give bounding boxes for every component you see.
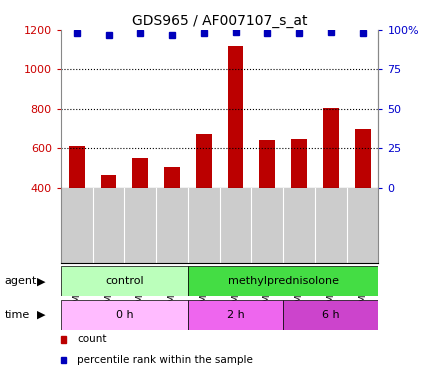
Text: percentile rank within the sample: percentile rank within the sample [77,355,253,364]
Bar [187,300,283,330]
Title: GDS965 / AF007107_s_at: GDS965 / AF007107_s_at [132,13,307,28]
Bar [227,46,243,188]
Text: count: count [77,334,107,344]
Bar [100,175,116,188]
Bar [61,300,187,330]
Text: ▶: ▶ [37,276,46,286]
Text: 2 h: 2 h [226,310,244,320]
Text: control: control [105,276,143,286]
Bar [259,140,275,188]
Bar [61,266,187,296]
Text: methylprednisolone: methylprednisolone [227,276,338,286]
Text: 6 h: 6 h [321,310,339,320]
Bar [187,266,378,296]
Bar [322,108,338,188]
Bar [283,300,378,330]
Bar [164,167,180,188]
Bar [195,134,211,188]
Text: ▶: ▶ [37,310,46,320]
Text: 0 h: 0 h [115,310,133,320]
Bar [132,158,148,188]
Text: time: time [4,310,30,320]
Bar [354,129,370,188]
Bar [69,146,85,188]
Text: agent: agent [4,276,36,286]
Bar [290,139,306,188]
